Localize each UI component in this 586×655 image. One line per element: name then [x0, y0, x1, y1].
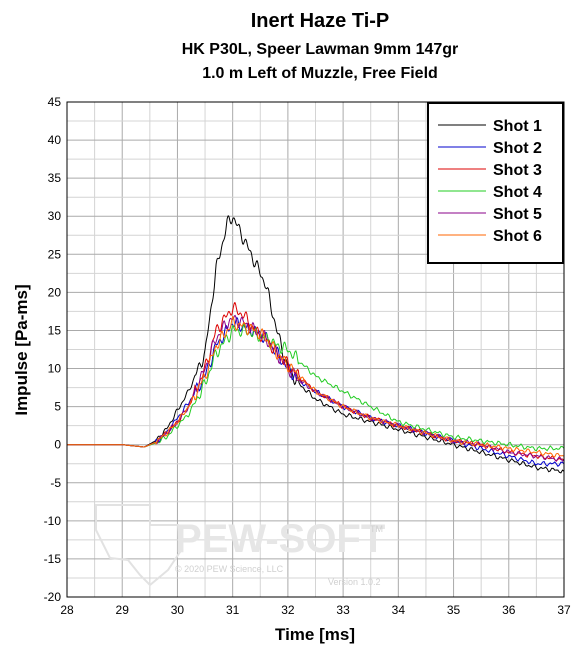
- x-tick-label: 37: [557, 603, 571, 617]
- x-tick-label: 28: [60, 603, 74, 617]
- y-tick-label: -15: [44, 552, 62, 566]
- legend-label: Shot 3: [493, 162, 542, 179]
- x-tick-label: 34: [392, 603, 406, 617]
- x-axis-ticks: 28 29 30 31 32 33 34 35 36 37: [60, 603, 571, 617]
- series-line-5: [67, 314, 565, 462]
- watermark-logo: PEW-SOFT: [175, 517, 385, 561]
- legend-box: [427, 102, 564, 264]
- watermark: PEW-SOFT TM © 2020 PEW Science, LLC Vers…: [95, 504, 385, 587]
- texas-outline-icon: [95, 504, 182, 587]
- legend-label: Shot 5: [493, 206, 542, 223]
- plot-border: [66, 101, 565, 598]
- watermark-version: Version 1.0.2: [328, 577, 381, 587]
- y-axis-label: Impulse [Pa-ms]: [12, 284, 31, 415]
- y-tick-label: 20: [48, 285, 62, 299]
- y-tick-label: 30: [48, 209, 62, 223]
- y-axis-ticks: 45 40 35 30 25 20 15 10 5 0 -5 -10 -15 -20: [44, 95, 62, 604]
- series-line-1: [67, 215, 565, 474]
- x-tick-label: 31: [226, 603, 240, 617]
- y-tick-label: 0: [54, 438, 61, 452]
- x-axis-label: Time [ms]: [275, 625, 355, 644]
- legend-label: Shot 1: [493, 118, 542, 135]
- series-line-6: [67, 315, 565, 458]
- y-tick-label: -20: [44, 590, 62, 604]
- y-tick-label: 45: [48, 95, 62, 109]
- x-tick-label: 30: [171, 603, 185, 617]
- y-tick-label: 15: [48, 323, 62, 337]
- chart-title: Inert Haze Ti-P: [251, 10, 390, 32]
- series-lines: [67, 215, 565, 474]
- x-tick-label: 33: [336, 603, 350, 617]
- x-tick-label: 32: [281, 603, 295, 617]
- legend: Shot 1 Shot 2 Shot 3 Shot 4 Shot 5 Shot 6: [427, 102, 564, 264]
- y-tick-label: -10: [44, 514, 62, 528]
- y-tick-label: 35: [48, 171, 62, 185]
- chart-subtitle: HK P30L, Speer Lawman 9mm 147gr: [182, 41, 459, 58]
- y-tick-label: 25: [48, 247, 62, 261]
- legend-label: Shot 4: [493, 184, 542, 201]
- y-tick-label: 10: [48, 362, 62, 376]
- watermark-copyright: © 2020 PEW Science, LLC: [175, 564, 284, 574]
- chart-subtitle-2: 1.0 m Left of Muzzle, Free Field: [202, 65, 438, 82]
- legend-label: Shot 6: [493, 228, 542, 245]
- legend-label: Shot 2: [493, 140, 542, 157]
- watermark-trademark: TM: [370, 524, 383, 534]
- x-tick-label: 36: [502, 603, 516, 617]
- y-tick-label: 40: [48, 133, 62, 147]
- y-tick-label: -5: [50, 476, 61, 490]
- x-tick-label: 35: [447, 603, 461, 617]
- y-tick-label: 5: [54, 400, 61, 414]
- x-tick-label: 29: [116, 603, 130, 617]
